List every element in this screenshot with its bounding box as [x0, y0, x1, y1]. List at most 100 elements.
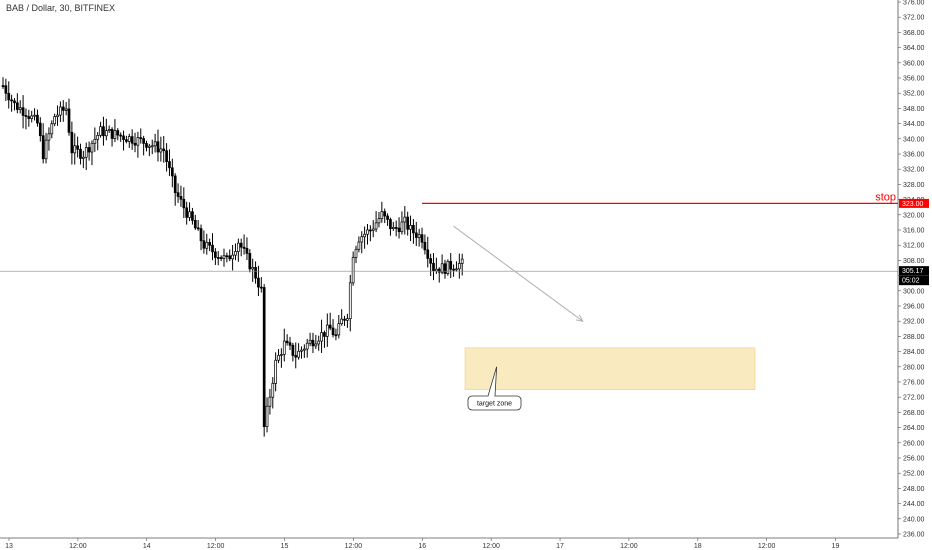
price-tick: 340.00: [898, 136, 925, 143]
candle-body: [360, 236, 364, 243]
candle-body: [391, 227, 395, 230]
candle-body: [406, 216, 410, 230]
candle-body: [363, 233, 366, 238]
candle-body: [383, 211, 387, 217]
candle-body: [426, 249, 430, 259]
price-tick-label: 328.00: [903, 182, 925, 189]
candle-body: [380, 211, 384, 219]
candle-body: [259, 286, 263, 289]
candle-body: [122, 135, 125, 140]
candle-body: [18, 107, 22, 110]
candle-body: [182, 198, 186, 209]
time-tick: 13: [5, 538, 13, 550]
price-tick-label: 368.00: [903, 30, 925, 37]
candle-body: [188, 211, 191, 218]
price-tick: 344.00: [898, 121, 925, 128]
price-tick-label: 344.00: [903, 121, 925, 128]
candle-body: [93, 138, 97, 144]
time-tick-label: 16: [418, 543, 426, 550]
candle-body: [417, 234, 421, 238]
candle-body: [357, 241, 361, 250]
candle-body: [119, 134, 123, 137]
price-tick-label: 316.00: [903, 228, 925, 235]
time-tick: 12:00: [620, 538, 638, 550]
price-tick-label: 308.00: [903, 258, 925, 265]
price-tick: 236.00: [898, 532, 925, 539]
candle-body: [268, 396, 272, 407]
projection-arrow[interactable]: [453, 225, 584, 322]
stop-label: stop: [875, 191, 896, 203]
candles-layer: [1, 77, 464, 437]
price-tick: 276.00: [898, 380, 925, 387]
price-tick: 260.00: [898, 440, 925, 447]
price-tick-label: 240.00: [903, 516, 925, 523]
candle-body: [64, 108, 68, 111]
candle-body: [176, 192, 180, 197]
time-tick: 16: [418, 538, 426, 550]
candle-body: [153, 141, 157, 147]
price-tick: 364.00: [898, 45, 925, 52]
candle-body: [156, 141, 160, 153]
candle-body: [4, 85, 8, 94]
candle-body: [136, 137, 140, 146]
candle-body: [308, 339, 312, 344]
price-tick-label: 272.00: [903, 395, 925, 402]
price-tick-label: 348.00: [903, 106, 925, 113]
candle-body: [245, 248, 249, 254]
candle-body: [133, 142, 137, 146]
candle-body: [70, 131, 74, 154]
candle-body: [457, 263, 461, 270]
candle-body: [216, 257, 220, 259]
price-tick-label: 300.00: [903, 288, 925, 295]
time-tick-label: 12:00: [758, 543, 776, 550]
target-zone-box[interactable]: [464, 347, 756, 390]
time-tick-label: 18: [694, 543, 702, 550]
candle-body: [311, 339, 315, 347]
price-tick: 292.00: [898, 319, 925, 326]
candle-body: [84, 147, 88, 158]
candle-body: [41, 135, 45, 160]
price-tick-label: 332.00: [903, 167, 925, 174]
time-axis[interactable]: 13 12:00 14 12:00 15 12:00 16 12:00 17 12:00 18 12:…: [0, 537, 898, 550]
time-tick: 14: [143, 538, 151, 550]
candle-body: [437, 268, 441, 273]
candle-body: [47, 133, 51, 141]
candle-body: [251, 266, 255, 270]
candle-body: [211, 244, 214, 253]
time-tick-label: 14: [143, 543, 151, 550]
price-tick: 280.00: [898, 364, 925, 371]
time-tick-label: 12:00: [69, 543, 87, 550]
price-tick: 328.00: [898, 182, 925, 189]
candle-body: [27, 116, 31, 119]
candle-body: [328, 324, 332, 329]
candle-body: [239, 242, 243, 248]
price-tick: 336.00: [898, 152, 925, 159]
candle-body: [202, 240, 206, 249]
price-tick-label: 236.00: [903, 532, 925, 539]
candle-body: [280, 354, 283, 356]
time-tick-label: 13: [5, 543, 13, 550]
candle-body: [343, 318, 346, 321]
candle-body: [87, 147, 91, 153]
candle-body: [257, 277, 260, 288]
candle-body: [191, 211, 194, 221]
price-tick: 348.00: [898, 106, 925, 113]
candle-body: [440, 263, 444, 273]
candle-body: [305, 342, 309, 350]
target-zone-label: target zone: [477, 401, 512, 408]
time-tick-label: 12:00: [207, 543, 225, 550]
candle-body: [334, 334, 338, 337]
candle-body: [265, 405, 269, 427]
time-tick: 18: [694, 538, 702, 550]
price-tick-label: 284.00: [903, 349, 925, 356]
candle-body: [76, 145, 79, 150]
price-tick-label: 356.00: [903, 76, 925, 83]
price-tick: 300.00: [898, 288, 925, 295]
price-tick: 368.00: [898, 30, 925, 37]
price-axis[interactable]: 236.00 240.00 244.00 248.00 252.00 256.00 260.…: [897, 0, 929, 539]
price-tick: 244.00: [898, 501, 925, 508]
candle-body: [159, 148, 163, 153]
candle-body: [90, 142, 94, 153]
price-tick: 360.00: [898, 60, 925, 67]
